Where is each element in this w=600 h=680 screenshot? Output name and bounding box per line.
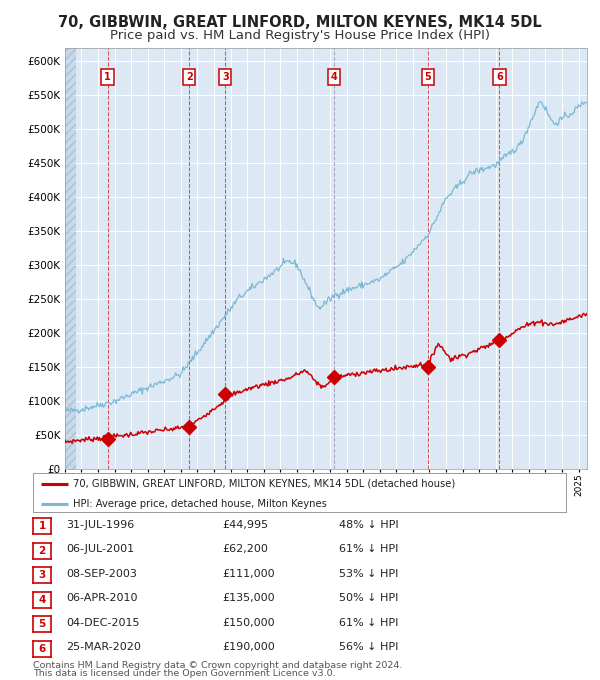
Text: 6: 6 (496, 72, 503, 82)
Text: 50% ↓ HPI: 50% ↓ HPI (339, 594, 398, 603)
Text: 2: 2 (38, 546, 46, 556)
Text: This data is licensed under the Open Government Licence v3.0.: This data is licensed under the Open Gov… (33, 669, 335, 678)
Text: 2: 2 (186, 72, 193, 82)
Text: 06-JUL-2001: 06-JUL-2001 (66, 545, 134, 554)
Text: 08-SEP-2003: 08-SEP-2003 (66, 569, 137, 579)
Text: 5: 5 (38, 619, 46, 629)
Text: 04-DEC-2015: 04-DEC-2015 (66, 618, 139, 628)
Text: 4: 4 (38, 595, 46, 605)
Text: 70, GIBBWIN, GREAT LINFORD, MILTON KEYNES, MK14 5DL (detached house): 70, GIBBWIN, GREAT LINFORD, MILTON KEYNE… (73, 479, 455, 489)
Text: HPI: Average price, detached house, Milton Keynes: HPI: Average price, detached house, Milt… (73, 498, 327, 509)
Text: 1: 1 (38, 522, 46, 531)
Text: 31-JUL-1996: 31-JUL-1996 (66, 520, 134, 530)
Text: £62,200: £62,200 (222, 545, 268, 554)
Text: 5: 5 (425, 72, 431, 82)
Text: 1: 1 (104, 72, 111, 82)
Text: 70, GIBBWIN, GREAT LINFORD, MILTON KEYNES, MK14 5DL: 70, GIBBWIN, GREAT LINFORD, MILTON KEYNE… (58, 15, 542, 30)
Text: 53% ↓ HPI: 53% ↓ HPI (339, 569, 398, 579)
Text: £111,000: £111,000 (222, 569, 275, 579)
Text: 4: 4 (331, 72, 338, 82)
Text: £190,000: £190,000 (222, 643, 275, 652)
Text: £135,000: £135,000 (222, 594, 275, 603)
Text: 06-APR-2010: 06-APR-2010 (66, 594, 137, 603)
Text: 25-MAR-2020: 25-MAR-2020 (66, 643, 141, 652)
Text: 61% ↓ HPI: 61% ↓ HPI (339, 618, 398, 628)
Text: 48% ↓ HPI: 48% ↓ HPI (339, 520, 398, 530)
Text: 56% ↓ HPI: 56% ↓ HPI (339, 643, 398, 652)
Text: 61% ↓ HPI: 61% ↓ HPI (339, 545, 398, 554)
Text: Price paid vs. HM Land Registry's House Price Index (HPI): Price paid vs. HM Land Registry's House … (110, 29, 490, 41)
Text: 6: 6 (38, 644, 46, 653)
Text: 3: 3 (222, 72, 229, 82)
Text: £150,000: £150,000 (222, 618, 275, 628)
Text: Contains HM Land Registry data © Crown copyright and database right 2024.: Contains HM Land Registry data © Crown c… (33, 662, 403, 670)
Text: £44,995: £44,995 (222, 520, 268, 530)
Text: 3: 3 (38, 571, 46, 580)
